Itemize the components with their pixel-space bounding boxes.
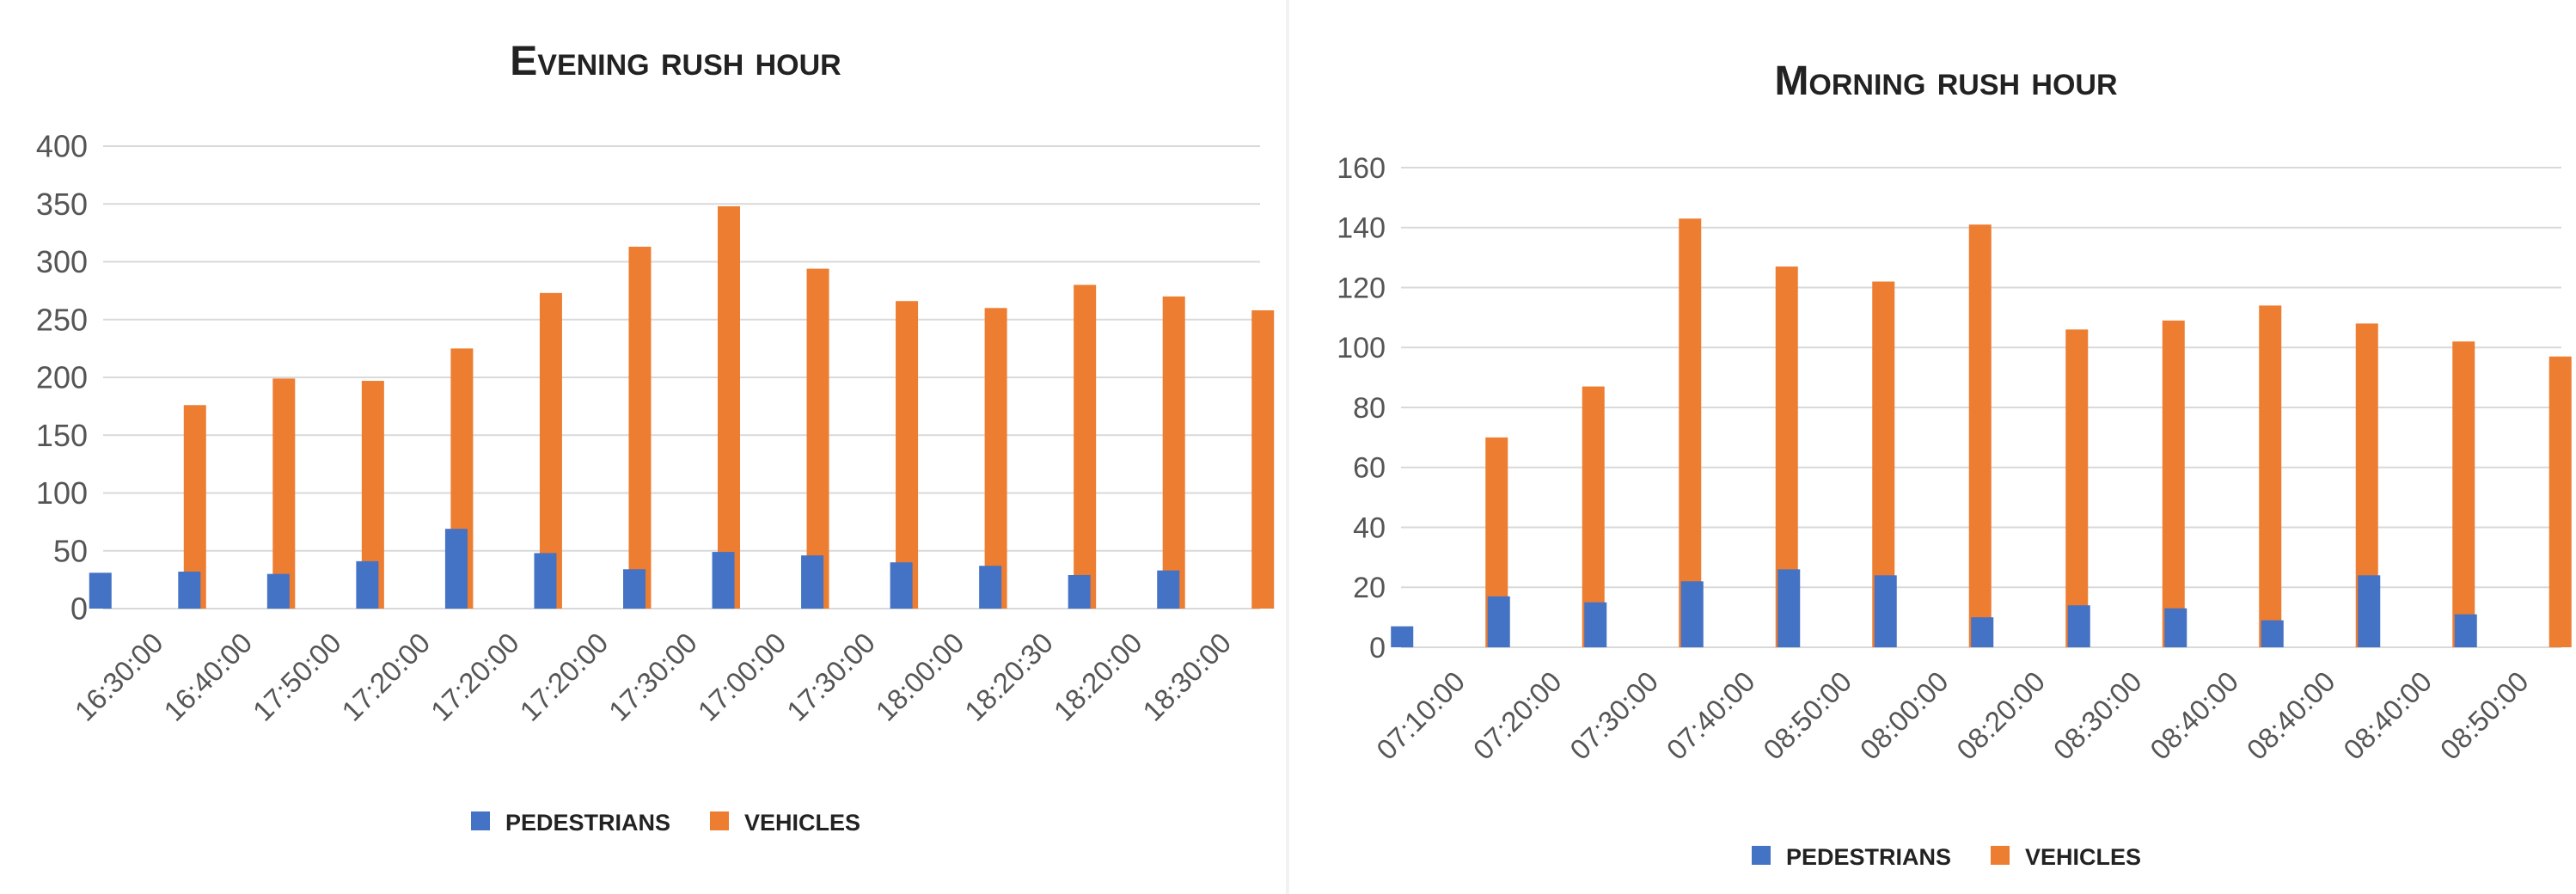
- x-tick-label: 17:20:00: [335, 627, 436, 727]
- x-tick-label: 17:00:00: [691, 627, 792, 727]
- x-tick-label: 08:50:00: [2434, 665, 2535, 766]
- x-tick-label: 18:20:00: [1048, 627, 1148, 727]
- pedestrians-bar: [890, 562, 913, 609]
- pedestrians-bar: [1778, 569, 1801, 647]
- legend-label-pedestrians: PEDESTRIANS: [1786, 844, 1951, 870]
- x-tick-label: 16:30:00: [69, 627, 169, 727]
- x-tick-label: 17:50:00: [247, 627, 347, 727]
- y-tick-label: 0: [1369, 632, 1386, 664]
- pedestrians-bar: [534, 553, 557, 609]
- pedestrians-bar: [1391, 626, 1414, 647]
- y-tick-label: 300: [36, 244, 88, 279]
- y-tick-label: 150: [36, 418, 88, 453]
- legend-swatch-vehicles: [1991, 846, 2010, 865]
- pedestrians-bar: [266, 573, 290, 609]
- pedestrians-bar: [2164, 608, 2187, 647]
- y-tick-label: 50: [53, 533, 88, 568]
- legend-label-vehicles: VEHICLES: [744, 810, 860, 836]
- x-tick-label: 17:20:00: [513, 627, 614, 727]
- pedestrians-bar: [2261, 620, 2284, 647]
- vehicles-bar: [628, 247, 652, 609]
- pedestrians-bar: [356, 560, 379, 609]
- x-tick-label: 07:40:00: [1661, 665, 1761, 766]
- vehicles-bar: [2548, 356, 2572, 647]
- pedestrians-bar: [1487, 596, 1510, 647]
- x-tick-label: 17:30:00: [780, 627, 881, 727]
- pedestrians-bar: [1157, 570, 1180, 609]
- vehicles-bar: [1162, 296, 1185, 609]
- y-tick-label: 350: [36, 187, 88, 222]
- vehicles-bar: [1968, 224, 1992, 647]
- vehicles-bar: [718, 205, 740, 609]
- y-tick-label: 0: [70, 591, 88, 627]
- morning-chart: Morning rush hour 0 20 40 60 80 100 120 140 160 07…: [1337, 58, 2572, 870]
- morning-chart-panel: Morning rush hour 0 20 40 60 80 100 120 140 160 07…: [1289, 0, 2576, 894]
- vehicles-bar: [896, 301, 919, 609]
- x-tick-label: 08:50:00: [1757, 665, 1857, 766]
- x-tick-label: 17:20:00: [425, 627, 525, 727]
- vehicles-bar: [2259, 305, 2282, 647]
- x-tick-label: 08:30:00: [2047, 665, 2148, 766]
- x-tick-label: 07:10:00: [1370, 665, 1471, 766]
- y-tick-label: 120: [1337, 272, 1386, 304]
- pedestrians-bar: [801, 555, 824, 609]
- y-tick-label: 40: [1353, 511, 1386, 544]
- legend-swatch-vehicles: [710, 811, 729, 830]
- vehicles-bar: [984, 308, 1007, 609]
- y-tick-label: 160: [1337, 152, 1386, 185]
- legend-label-vehicles: VEHICLES: [2025, 844, 2141, 870]
- vehicles-bar: [272, 378, 296, 609]
- legend-swatch-pedestrians: [471, 811, 490, 830]
- pedestrians-bar: [89, 573, 112, 609]
- panel-divider: [1286, 0, 1289, 894]
- y-tick-label: 200: [36, 360, 88, 395]
- vehicles-bar: [2065, 329, 2089, 647]
- x-tick-label: 07:20:00: [1467, 665, 1568, 766]
- x-tick-label: 07:30:00: [1563, 665, 1664, 766]
- vehicles-bar: [2452, 341, 2475, 647]
- pedestrians-bar: [2454, 614, 2477, 647]
- pedestrians-bar: [1971, 617, 1994, 647]
- y-tick-label: 400: [36, 129, 88, 164]
- pedestrians-bar: [623, 569, 646, 609]
- evening-chart: Evening rush hour 0 50 100 150 200 250 300 350 40…: [36, 39, 1275, 836]
- pedestrians-bar: [1584, 602, 1607, 647]
- chart-title: Evening rush hour: [510, 39, 841, 84]
- pedestrians-bar: [178, 571, 201, 609]
- y-tick-label: 80: [1353, 392, 1386, 425]
- y-tick-label: 250: [36, 302, 88, 337]
- pedestrians-bar: [712, 552, 735, 609]
- evening-chart-panel: Evening rush hour 0 50 100 150 200 250 300 350 40…: [0, 0, 1286, 894]
- chart-title: Morning rush hour: [1774, 58, 2117, 104]
- x-tick-label: 18:20:30: [958, 627, 1059, 727]
- x-tick-label: 18:00:00: [870, 627, 970, 727]
- x-tick-label: 08:00:00: [1854, 665, 1955, 766]
- pedestrians-bar: [979, 566, 1002, 609]
- pedestrians-bar: [2067, 605, 2090, 647]
- pedestrians-bar: [1680, 581, 1704, 647]
- vehicles-bar: [1074, 285, 1097, 609]
- y-tick-label: 100: [1337, 332, 1386, 364]
- legend-label-pedestrians: PEDESTRIANS: [505, 810, 670, 836]
- x-tick-label: 08:40:00: [2337, 665, 2438, 766]
- legend-swatch-pedestrians: [1752, 846, 1771, 865]
- x-tick-label: 08:40:00: [2241, 665, 2341, 766]
- vehicles-bar: [2162, 320, 2185, 647]
- x-tick-label: 18:30:00: [1136, 627, 1237, 727]
- pedestrians-bar: [444, 529, 468, 609]
- pedestrians-bar: [1874, 575, 1897, 647]
- y-tick-label: 100: [36, 475, 88, 511]
- pedestrians-bar: [1068, 574, 1091, 609]
- vehicles-bar: [806, 268, 829, 609]
- y-tick-label: 20: [1353, 572, 1386, 604]
- x-tick-label: 08:20:00: [1950, 665, 2051, 766]
- y-tick-label: 140: [1337, 212, 1386, 245]
- pedestrians-bar: [2358, 575, 2381, 647]
- vehicles-bar: [1251, 309, 1275, 609]
- x-tick-label: 08:40:00: [2144, 665, 2244, 766]
- y-tick-label: 60: [1353, 452, 1386, 485]
- x-tick-label: 17:30:00: [603, 627, 703, 727]
- vehicles-bar: [1679, 218, 1702, 647]
- x-tick-label: 16:40:00: [157, 627, 258, 727]
